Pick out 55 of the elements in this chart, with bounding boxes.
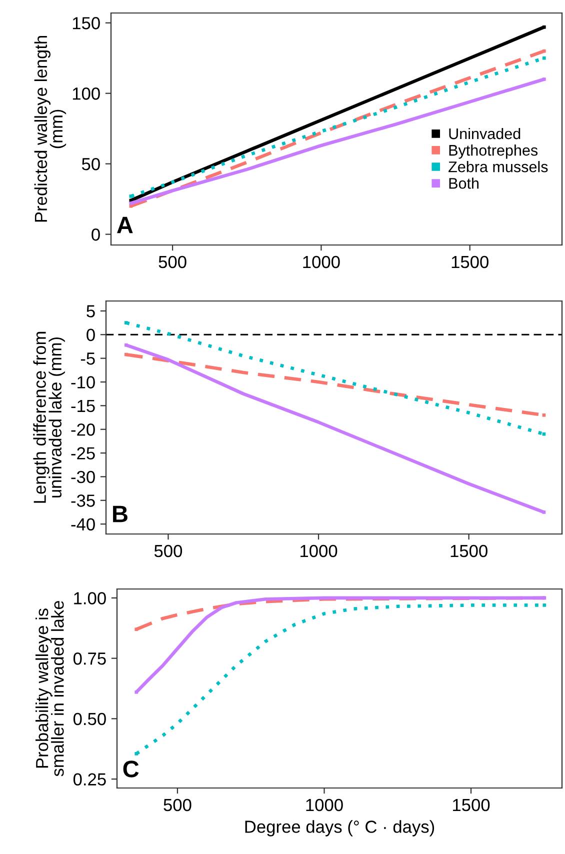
y-axis-title: Length difference from uninvaded lake (mm) [33, 332, 65, 503]
y-axis-title: Probability walleye is smaller in invaded lake [36, 600, 64, 776]
y-tick-label: 0.75 [73, 652, 106, 665]
point [124, 321, 128, 324]
y-tick-label: -5 [80, 352, 95, 365]
point [542, 510, 546, 514]
y-tick-label: 50 [82, 158, 100, 170]
legend-label: Both [449, 178, 479, 189]
point [542, 56, 546, 60]
annotation: B [113, 506, 128, 522]
x-tick-label: 1500 [450, 544, 488, 558]
y-tick-label: 0 [92, 228, 100, 241]
point [542, 78, 546, 81]
annotation: C [123, 760, 139, 778]
y-tick-label: 100 [72, 88, 100, 100]
point [542, 49, 546, 53]
y-tick-label: 5 [86, 305, 95, 318]
x-tick-label: 1000 [303, 256, 340, 268]
point [134, 690, 138, 694]
line-series [129, 25, 546, 202]
x-tick-label: 500 [154, 544, 182, 558]
x-axis-title: Degree days (° C · days) [245, 820, 434, 836]
y-tick-label: -25 [71, 447, 95, 460]
y-tick-label: -40 [71, 518, 95, 531]
y-tick-label: -35 [71, 494, 95, 507]
x-tick-label: 500 [164, 798, 192, 812]
line-series [129, 78, 546, 205]
legend-label: Bythotrephes [449, 144, 538, 159]
x-tick-label: 500 [158, 256, 186, 268]
point [542, 604, 546, 607]
y-tick-label: -10 [71, 376, 95, 388]
y-tick-label: 0 [86, 328, 95, 342]
point [134, 752, 138, 756]
point [542, 413, 546, 417]
x-tick-label: 1000 [300, 544, 338, 558]
legend-label: Zebra mussels [448, 161, 548, 172]
y-tick-label: -20 [71, 424, 95, 436]
x-tick-label: 1500 [453, 798, 490, 812]
x-tick-label: 1500 [452, 256, 488, 268]
y-tick-label: 0.50 [73, 712, 106, 726]
point [129, 202, 133, 205]
x-tick-label: 1000 [306, 798, 343, 812]
y-tick-label: 1.00 [74, 592, 106, 604]
point [129, 194, 133, 198]
y-tick-label: -30 [71, 470, 95, 484]
y-tick-label: 0.25 [73, 773, 106, 786]
y-axis-title: Predicted walleye length (mm) [34, 36, 66, 222]
point [124, 343, 128, 347]
annotation: A [117, 216, 133, 234]
legend-label: Uninvaded [449, 128, 520, 140]
y-tick-label: 150 [72, 17, 100, 30]
point [134, 628, 138, 631]
y-tick-label: -15 [71, 400, 95, 412]
point [542, 25, 546, 29]
point [124, 352, 128, 356]
